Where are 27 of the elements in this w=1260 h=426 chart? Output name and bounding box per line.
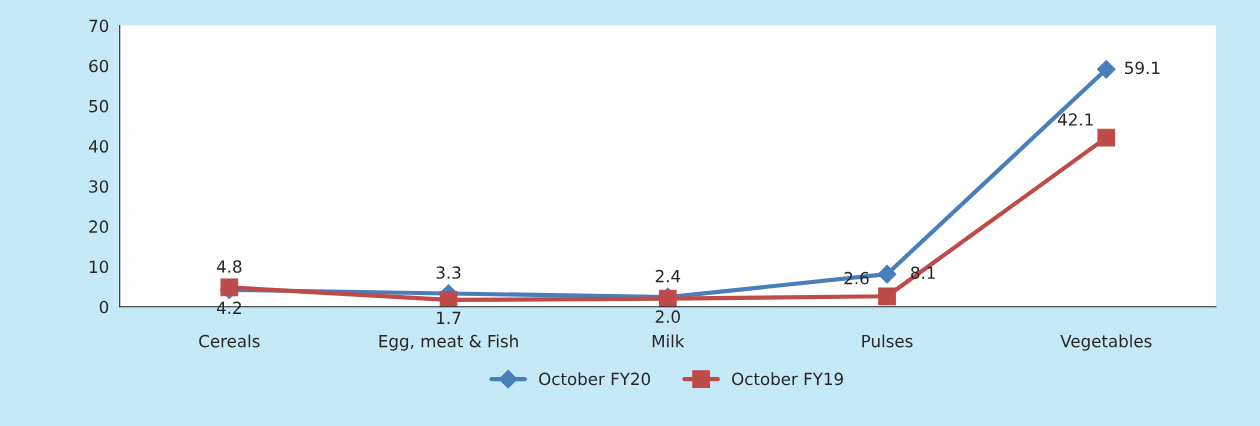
- point: [1097, 128, 1116, 147]
- x-tick-label: Pulses: [862, 334, 913, 348]
- x-tick-label: Cereals: [199, 334, 260, 348]
- y-tick-label: 60: [89, 59, 109, 73]
- y-tick-label: 40: [88, 140, 109, 153]
- point: [439, 291, 458, 307]
- y-tick-label: 30: [89, 180, 109, 193]
- y-tick-label: 20: [89, 220, 109, 233]
- data-label: 4.8: [216, 260, 242, 273]
- x-tick-label: Milk: [652, 334, 685, 348]
- point: [878, 287, 896, 306]
- x-tick-label: Vegetables: [1060, 334, 1152, 351]
- data-label: 1.7: [437, 311, 461, 324]
- point: [1096, 59, 1116, 79]
- legend-label: October FY20: [539, 372, 651, 386]
- y-tick-label: 50: [89, 99, 109, 113]
- y-tick-label: 0: [99, 300, 109, 314]
- data-label: 2.4: [655, 269, 681, 283]
- data-label: 3.3: [436, 266, 461, 279]
- data-label: 59.1: [1125, 61, 1160, 75]
- x-tick-label: Egg, meat & Fish: [379, 334, 518, 351]
- legend-label: October FY19: [732, 372, 843, 386]
- y-tick-label: 10: [89, 260, 109, 274]
- data-label: 42.1: [1057, 113, 1093, 126]
- point: [877, 264, 897, 284]
- y-tick-label: 70: [89, 19, 109, 33]
- data-label: 2.0: [655, 310, 680, 323]
